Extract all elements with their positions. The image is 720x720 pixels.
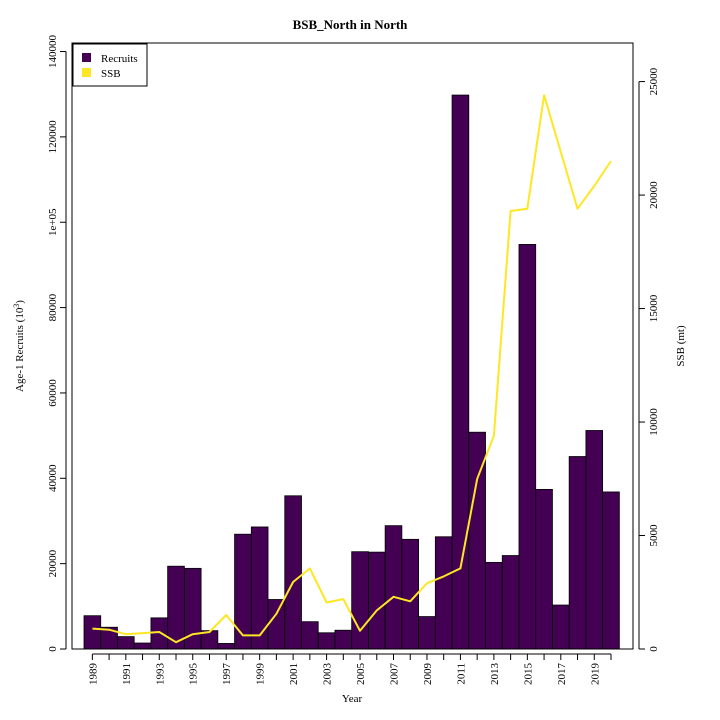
recruits-bar — [602, 491, 620, 650]
recruits-bar — [117, 636, 135, 650]
left-axis-label-end: ) — [14, 300, 26, 304]
legend: Recruits SSB — [72, 43, 148, 87]
ssb-line — [92, 94, 612, 644]
recruits-bar — [284, 495, 302, 650]
recruits-bar — [167, 565, 185, 650]
x-axis-tick-label: 1995 — [188, 663, 200, 686]
recruits-bar — [217, 643, 235, 650]
right-axis-label: SSB (mt) — [675, 325, 687, 367]
recruits-bar — [568, 456, 587, 650]
legend-box — [72, 43, 148, 87]
recruits-bar — [434, 536, 453, 650]
left-axis-tick-label: 140000 — [47, 35, 59, 69]
right-axis-tick-label: 20000 — [648, 181, 660, 209]
recruits-bar — [535, 488, 553, 650]
x-axis-label: Year — [342, 693, 363, 705]
recruits-bar — [301, 621, 319, 650]
right-axis-tick-label: 10000 — [648, 408, 660, 436]
x-axis-tick-label: 2011 — [455, 663, 467, 685]
x-axis-tick-label: 1997 — [221, 663, 233, 686]
recruits-bar — [250, 526, 269, 650]
x-axis-tick-label: 2005 — [355, 663, 367, 686]
recruits-bar — [418, 616, 436, 650]
x-axis-tick-label: 1993 — [154, 663, 166, 686]
right-axis-tick-label: 25000 — [648, 67, 660, 95]
right-axis: 0 5000 10000 15000 20000 25000 — [638, 67, 660, 652]
chart-title: BSB_North in North — [293, 17, 409, 32]
recruits-bar — [501, 555, 520, 650]
x-axis-tick-label: 2019 — [589, 663, 601, 686]
left-axis-tick-label: 80000 — [47, 293, 59, 321]
plot-frame — [71, 42, 634, 650]
recruits-bar — [552, 604, 570, 650]
left-axis: 0 20000 40000 60000 80000 1e+05 120000 140000 — [47, 35, 67, 652]
left-axis-tick-label: 40000 — [47, 464, 59, 492]
right-axis-tick-label: 5000 — [648, 524, 660, 547]
legend-swatch-recruits — [82, 53, 91, 62]
left-axis-tick-label: 1e+05 — [47, 208, 59, 236]
left-axis-tick-label: 0 — [47, 646, 59, 652]
recruits-bar — [585, 430, 604, 650]
recruits-bar — [384, 525, 403, 650]
recruits-bar — [351, 551, 369, 650]
left-axis-label-exponent: 3 — [12, 304, 21, 308]
legend-label-ssb: SSB — [101, 68, 121, 80]
x-axis-tick-label: 2001 — [288, 663, 300, 685]
x-axis-tick-label: 2009 — [422, 663, 434, 686]
x-axis-tick-label: 2007 — [389, 663, 401, 686]
left-axis-label-main: Age-1 Recruits (10 — [14, 307, 26, 392]
recruits-bar — [518, 244, 537, 650]
recruits-bar — [317, 632, 336, 650]
left-axis-tick-label: 60000 — [47, 379, 59, 407]
recruits-bar — [83, 615, 102, 650]
recruits-bar — [267, 599, 286, 650]
recruits-bar — [334, 629, 353, 650]
x-axis-tick-label: 1989 — [87, 663, 99, 686]
right-axis-tick-label: 15000 — [648, 294, 660, 322]
legend-label-recruits: Recruits — [101, 53, 138, 65]
x-axis-tick-label: 1991 — [121, 663, 133, 685]
x-axis-tick-label: 2015 — [522, 663, 534, 686]
recruits-bars — [83, 94, 620, 650]
recruits-bar — [485, 561, 503, 650]
recruits-bar — [368, 551, 386, 650]
x-axis-tick-label: 1999 — [255, 663, 267, 686]
recruits-bar — [133, 642, 152, 650]
left-axis-label: Age-1 Recruits (103) — [12, 300, 26, 392]
x-axis-tick-label: 2003 — [322, 663, 334, 686]
left-axis-tick-label: 20000 — [47, 549, 59, 577]
left-axis-tick-label: 120000 — [47, 120, 59, 154]
legend-swatch-ssb — [82, 68, 91, 77]
x-axis: 1989 1991 1993 1995 1997 1999 2001 2003 2005 2007… — [87, 653, 612, 686]
right-axis-tick-label: 0 — [648, 646, 660, 652]
recruits-bar — [150, 617, 169, 650]
x-axis-tick-label: 2013 — [489, 663, 501, 686]
x-axis-tick-label: 2017 — [556, 663, 568, 686]
recruits-bar — [234, 533, 252, 650]
